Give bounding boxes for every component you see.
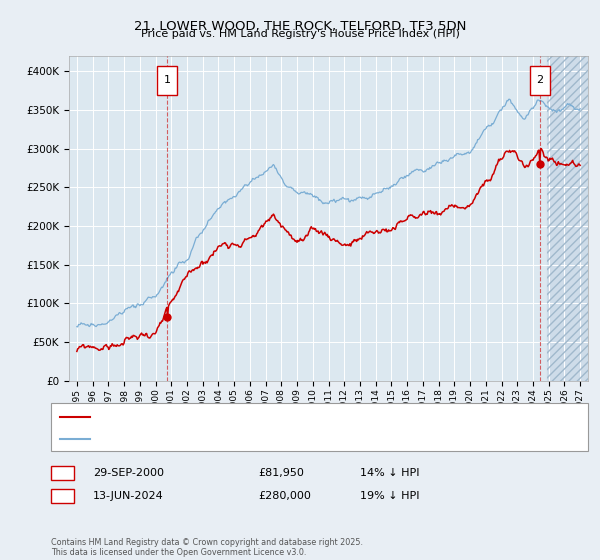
Text: Contains HM Land Registry data © Crown copyright and database right 2025.
This d: Contains HM Land Registry data © Crown c… bbox=[51, 538, 363, 557]
Text: £280,000: £280,000 bbox=[258, 491, 311, 501]
Text: 14% ↓ HPI: 14% ↓ HPI bbox=[360, 468, 419, 478]
Text: 1: 1 bbox=[59, 468, 66, 478]
FancyBboxPatch shape bbox=[530, 66, 550, 95]
FancyBboxPatch shape bbox=[157, 66, 177, 95]
Text: 1: 1 bbox=[164, 76, 171, 85]
Polygon shape bbox=[547, 56, 588, 381]
Text: 21, LOWER WOOD, THE ROCK, TELFORD, TF3 5DN: 21, LOWER WOOD, THE ROCK, TELFORD, TF3 5… bbox=[134, 20, 466, 32]
Text: 13-JUN-2024: 13-JUN-2024 bbox=[93, 491, 164, 501]
Text: Price paid vs. HM Land Registry's House Price Index (HPI): Price paid vs. HM Land Registry's House … bbox=[140, 29, 460, 39]
Text: 2: 2 bbox=[536, 76, 544, 85]
Text: 2: 2 bbox=[59, 491, 66, 501]
Text: 21, LOWER WOOD, THE ROCK, TELFORD, TF3 5DN (detached house): 21, LOWER WOOD, THE ROCK, TELFORD, TF3 5… bbox=[96, 412, 436, 422]
Text: 19% ↓ HPI: 19% ↓ HPI bbox=[360, 491, 419, 501]
Text: 29-SEP-2000: 29-SEP-2000 bbox=[93, 468, 164, 478]
Text: HPI: Average price, detached house, Telford and Wrekin: HPI: Average price, detached house, Telf… bbox=[96, 434, 373, 444]
Text: £81,950: £81,950 bbox=[258, 468, 304, 478]
